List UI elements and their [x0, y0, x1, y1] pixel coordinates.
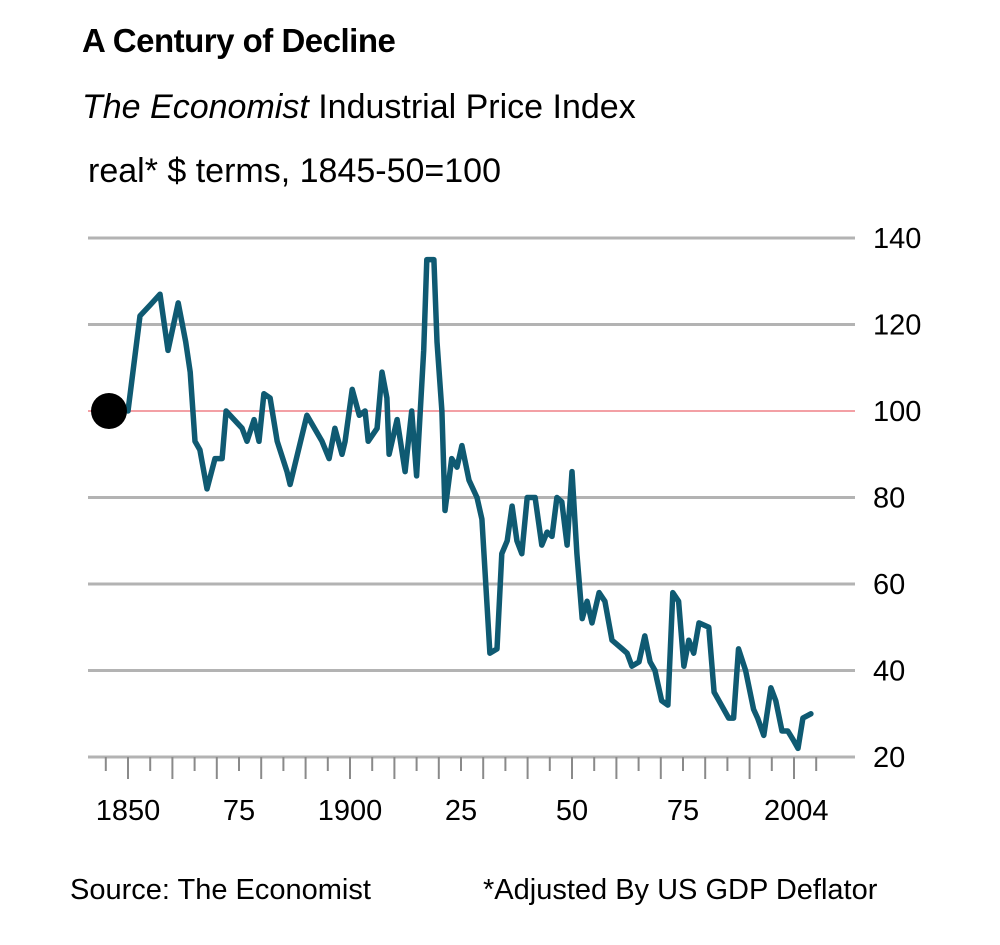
chart-subtitle: The Economist Industrial Price Index	[82, 88, 636, 127]
x-tick-label: 25	[445, 795, 477, 827]
x-axis	[104, 757, 818, 779]
start-marker	[91, 393, 127, 429]
subtitle-publication: The Economist	[82, 88, 309, 126]
deflator-footnote: *Adjusted By US GDP Deflator	[483, 874, 878, 906]
y-tick-label: 40	[873, 656, 905, 688]
y-tick-label: 140	[873, 223, 921, 255]
series-line-0	[125, 256, 814, 752]
chart-title: A Century of Decline	[82, 22, 396, 59]
y-tick-label: 80	[873, 483, 905, 515]
x-tick-label: 1900	[318, 795, 383, 827]
x-axis-labels: 1850 75 1900 25 50 75 2004	[96, 795, 829, 827]
y-tick-label: 120	[873, 310, 921, 342]
chart-units: real* $ terms, 1845-50=100	[88, 152, 501, 190]
subtitle-index-name: Industrial Price Index	[308, 88, 636, 126]
x-tick-label: 75	[223, 795, 255, 827]
gridlines	[88, 236, 855, 759]
x-tick-label: 1850	[96, 795, 161, 827]
y-tick-label: 100	[873, 396, 921, 428]
source-note: Source: The Economist	[70, 874, 371, 906]
y-tick-label: 20	[873, 742, 905, 774]
x-tick-label: 2004	[764, 795, 829, 827]
y-axis-labels: 20 40 60 80 100 120 140	[873, 223, 921, 774]
y-tick-label: 60	[873, 569, 905, 601]
x-tick-label: 75	[667, 795, 699, 827]
series-layer	[91, 256, 814, 752]
x-tick-label: 50	[556, 795, 588, 827]
